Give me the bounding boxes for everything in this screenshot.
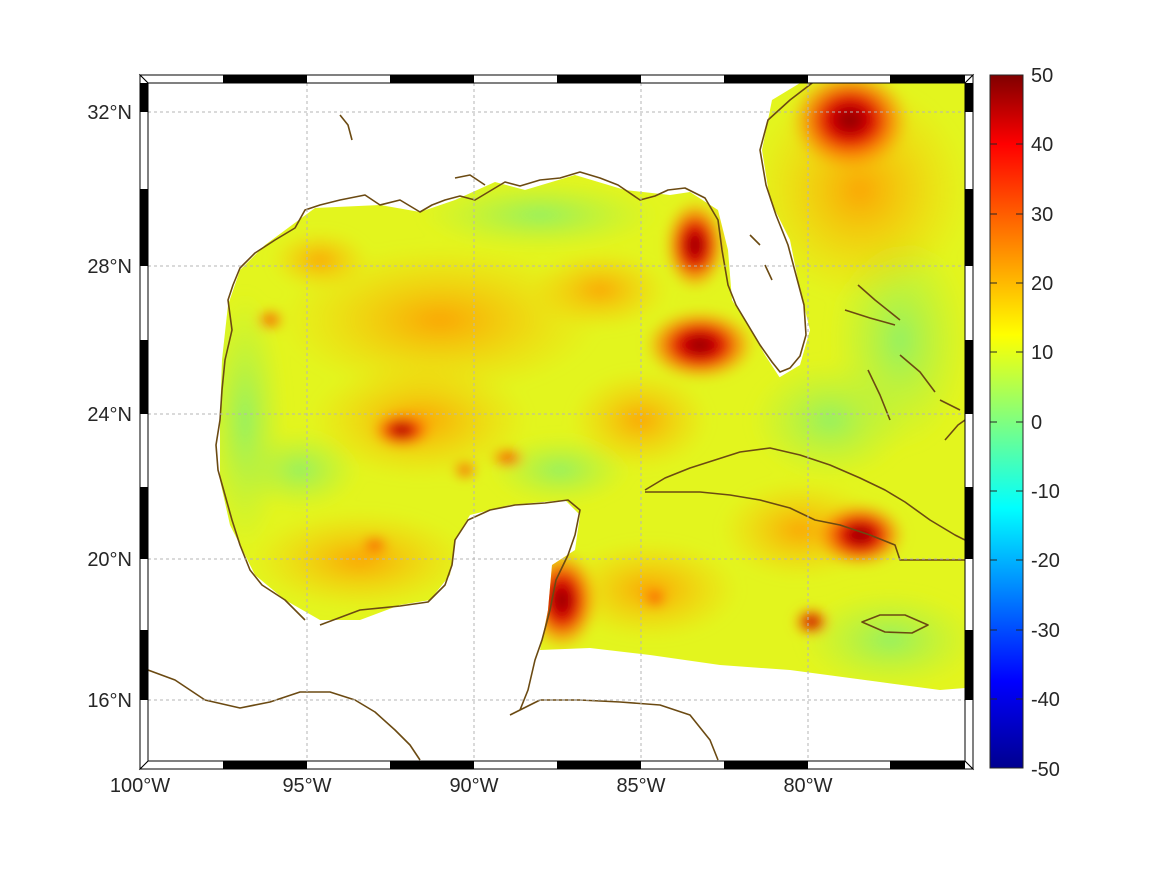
- hotspot-eastern-cuba: [815, 503, 905, 567]
- field-warm-ne-gulf: [530, 250, 670, 330]
- field-warm-west-shelf: [270, 230, 370, 290]
- y-tick-label: 24°N: [87, 404, 132, 426]
- field-warm-east-gulf: [570, 370, 710, 470]
- hotspot-south-carolina: [790, 77, 910, 170]
- y-tick-label: 28°N: [87, 256, 132, 278]
- colorbar-tick-label: 10: [1031, 342, 1053, 364]
- hotspot-west-florida-shelf: [665, 200, 725, 290]
- hotspot-south-of-cuba: [794, 608, 830, 636]
- hotspot-southwest-florida: [645, 310, 755, 380]
- colorbar: 50 40 30 20 10 0 -10 -20 -30 -40 -50: [989, 65, 1060, 781]
- field-low-se-caribbean: [800, 590, 965, 690]
- y-tick-label: 32°N: [87, 102, 132, 124]
- hotspot-central-gulf: [372, 412, 432, 448]
- hotspot-small-caribbean: [643, 588, 667, 608]
- colorbar-tick-label: -30: [1031, 620, 1060, 642]
- x-tick-label: 80°W: [783, 775, 832, 797]
- hotspot-central-gulf-2: [490, 448, 526, 468]
- y-tick-label: 20°N: [87, 549, 132, 571]
- colorbar-tick-label: 20: [1031, 273, 1053, 295]
- coastline-jamaica: [861, 614, 929, 634]
- colorbar-tick-label: -10: [1031, 481, 1060, 503]
- colorbar-tick-label: -20: [1031, 550, 1060, 572]
- coastline-gulf-north: [215, 83, 814, 621]
- y-tick-labels: 32°N 28°N 24°N 20°N 16°N: [87, 102, 132, 712]
- hotspot-small-campeche: [361, 536, 389, 554]
- x-tick-label: 100°W: [110, 775, 170, 797]
- colorbar-tick-label: -40: [1031, 689, 1060, 711]
- coastline-great-lake-islands: [339, 114, 773, 281]
- coastline-hispaniola: [944, 419, 965, 441]
- gridlines: [148, 83, 965, 761]
- coastline-bahamas: [844, 284, 961, 421]
- colorbar-tick-label: -50: [1031, 759, 1060, 781]
- coastline-central-america: [148, 669, 421, 761]
- coastline-yucatan: [319, 499, 581, 711]
- field-warm-bay-campeche: [250, 510, 470, 610]
- colorbar-ticks: [990, 143, 1023, 700]
- colorbar-tick-label: 0: [1031, 412, 1042, 434]
- coastline-cuba: [644, 447, 965, 561]
- x-tick-label: 90°W: [449, 775, 498, 797]
- x-tick-label: 95°W: [282, 775, 331, 797]
- map-frame: [138, 73, 975, 771]
- colorbar-tick-label: 40: [1031, 134, 1053, 156]
- field-warm-central-north: [280, 245, 600, 395]
- x-tick-label: 85°W: [616, 775, 665, 797]
- x-tick-labels: 100°W 95°W 90°W 85°W 80°W: [110, 775, 833, 797]
- coastlines: [148, 83, 965, 761]
- hotspot-small-west: [256, 310, 284, 330]
- colorbar-tick-label: 50: [1031, 65, 1053, 87]
- colorbar-tick-label: 30: [1031, 204, 1053, 226]
- y-tick-label: 16°N: [87, 690, 132, 712]
- hotspot-central-gulf-3: [453, 461, 477, 479]
